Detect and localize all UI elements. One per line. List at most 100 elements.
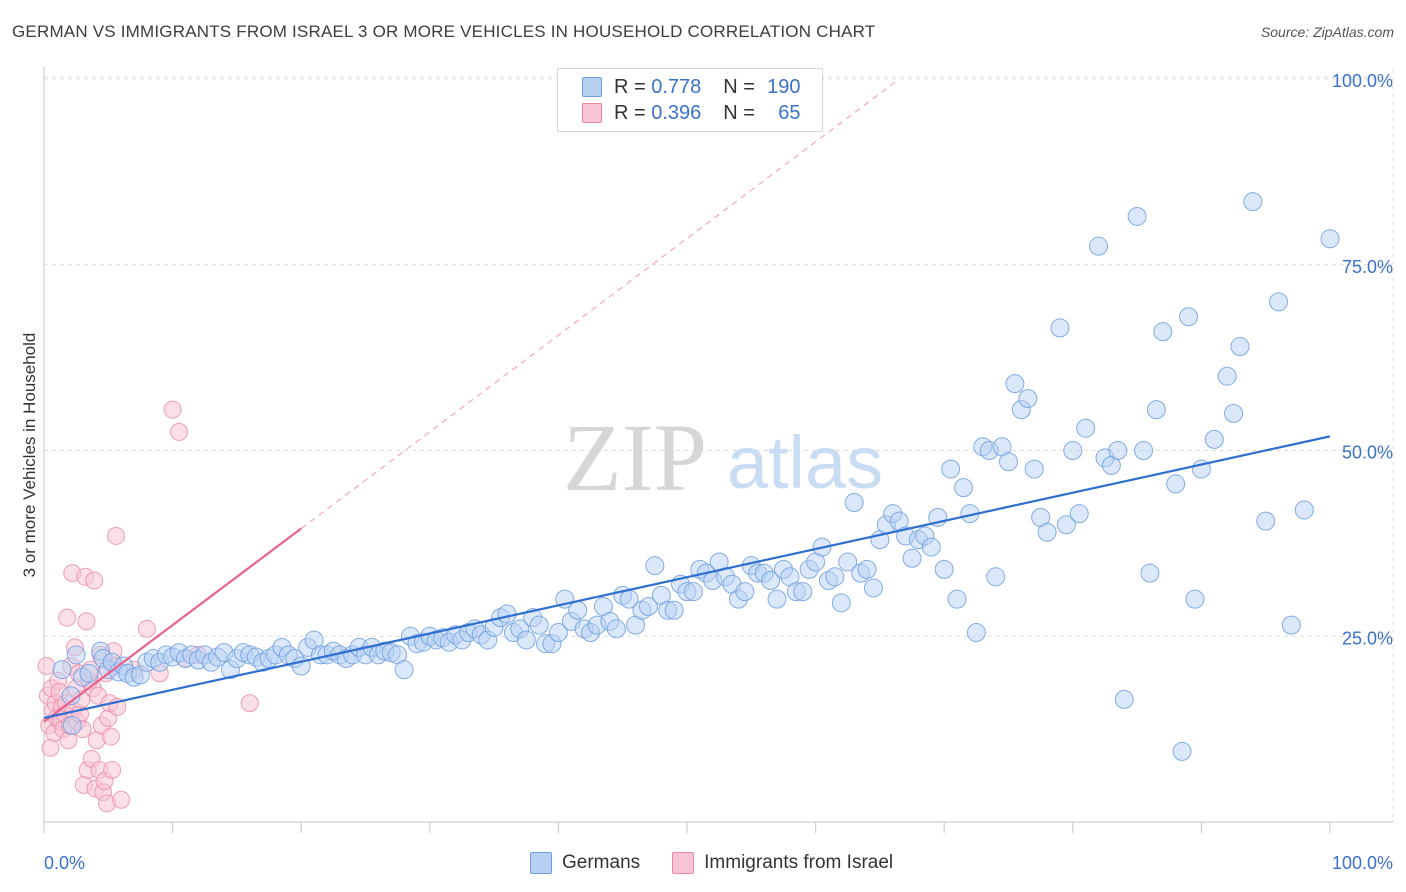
data-point-germans xyxy=(947,589,967,609)
data-point-germans xyxy=(645,556,665,576)
data-point-germans xyxy=(1050,318,1070,338)
legend-swatch-pink xyxy=(582,103,602,123)
data-point-germans xyxy=(1146,400,1166,420)
data-point-germans xyxy=(548,623,568,643)
data-point-germans xyxy=(844,493,864,513)
data-point-germans xyxy=(863,578,883,598)
data-point-israel xyxy=(103,760,122,779)
data-point-germans xyxy=(79,663,99,683)
data-point-germans xyxy=(761,571,781,591)
data-point-germans xyxy=(52,660,72,680)
r-value: 0.396 xyxy=(651,101,702,124)
data-point-germans xyxy=(606,619,626,639)
data-point-israel xyxy=(77,612,96,631)
data-point-germans xyxy=(1294,500,1314,520)
data-point-israel xyxy=(240,694,259,713)
series-legend: Germans Immigrants from Israel xyxy=(530,852,925,874)
data-point-germans xyxy=(1076,418,1096,438)
data-point-germans xyxy=(1172,741,1192,761)
data-point-germans xyxy=(941,459,961,479)
data-point-germans xyxy=(529,615,549,635)
data-point-germans xyxy=(1089,236,1109,256)
r-value: 0.778 xyxy=(651,75,702,98)
data-point-israel xyxy=(107,526,126,545)
data-point-germans xyxy=(838,552,858,572)
legend-swatch-blue xyxy=(530,852,552,874)
data-point-israel xyxy=(41,738,60,757)
data-point-germans xyxy=(1127,206,1147,226)
data-point-germans xyxy=(516,630,536,650)
trend-extension-israel xyxy=(300,78,900,529)
series-germans-points xyxy=(52,192,1340,761)
legend-swatch-pink xyxy=(672,852,695,874)
y-axis-label: 3 or more Vehicles in Household xyxy=(20,332,39,578)
y-tick-label: 25.0% xyxy=(1342,628,1393,648)
data-point-germans xyxy=(1185,589,1205,609)
data-point-germans xyxy=(1005,374,1025,394)
stats-legend: R = 0.778 N = 190 R = 0.396 N = 65 xyxy=(557,68,823,132)
trend-lines xyxy=(43,78,1331,723)
data-point-germans xyxy=(999,452,1018,472)
series-israel-points xyxy=(37,400,259,813)
data-point-germans xyxy=(1179,307,1199,327)
data-point-germans xyxy=(497,604,517,624)
data-point-germans xyxy=(793,582,813,602)
data-point-germans xyxy=(1320,229,1340,249)
data-point-germans xyxy=(638,597,658,617)
y-tick-label: 100.0% xyxy=(1332,71,1393,91)
data-point-israel xyxy=(85,571,104,590)
data-point-israel xyxy=(101,727,120,746)
data-point-germans xyxy=(394,660,414,680)
legend-item-germans[interactable]: Germans xyxy=(530,852,640,874)
data-point-germans xyxy=(767,589,787,609)
legend-label-germans: Germans xyxy=(562,852,641,873)
data-point-germans xyxy=(1217,366,1237,386)
legend-item-israel[interactable]: Immigrants from Israel xyxy=(672,852,893,874)
data-point-germans xyxy=(1230,336,1250,356)
n-value: 190 xyxy=(767,75,801,98)
legend-row-israel: R = 0.396 N = 65 xyxy=(582,100,801,126)
data-point-germans xyxy=(1269,292,1289,312)
data-point-germans xyxy=(1114,689,1134,709)
data-point-germans xyxy=(683,582,703,602)
r-label: R = xyxy=(614,75,652,98)
watermark-atlas: atlas xyxy=(727,421,883,504)
data-point-germans xyxy=(1243,192,1263,212)
trend-line-germans xyxy=(43,435,1331,720)
data-point-germans xyxy=(735,582,755,602)
data-point-germans xyxy=(62,715,82,735)
legend-swatch-blue xyxy=(582,77,602,97)
data-point-israel xyxy=(37,656,56,675)
data-point-germans xyxy=(568,600,588,620)
data-point-germans xyxy=(921,537,941,557)
data-point-israel xyxy=(58,608,77,627)
data-point-israel xyxy=(137,619,156,638)
data-point-germans xyxy=(1281,615,1301,635)
source-label: Source: ZipAtlas.com xyxy=(1260,24,1394,40)
data-point-germans xyxy=(1140,563,1160,583)
chart-title: GERMAN VS IMMIGRANTS FROM ISRAEL 3 OR MO… xyxy=(12,22,876,41)
data-point-germans xyxy=(1056,515,1076,535)
data-point-germans xyxy=(664,600,684,620)
y-tick-label: 50.0% xyxy=(1342,443,1393,463)
data-point-germans xyxy=(986,567,1006,587)
data-point-germans xyxy=(1134,441,1154,460)
n-label: N = xyxy=(723,75,761,98)
data-point-germans xyxy=(1037,522,1057,542)
x-tick-label: 100.0% xyxy=(1332,853,1393,873)
data-point-germans xyxy=(1018,388,1038,408)
data-point-germans xyxy=(1153,322,1173,342)
legend-row-germans: R = 0.778 N = 190 xyxy=(582,74,801,100)
data-point-germans xyxy=(953,478,973,498)
data-point-germans xyxy=(825,567,845,587)
data-point-israel xyxy=(112,790,131,809)
n-value: 65 xyxy=(778,101,801,124)
data-point-germans xyxy=(902,548,922,568)
trend-line-israel xyxy=(43,527,302,723)
data-point-germans xyxy=(1224,403,1244,423)
watermark-zip: ZIP xyxy=(563,404,707,511)
r-label: R = xyxy=(614,101,652,124)
data-point-germans xyxy=(857,559,877,579)
data-point-germans xyxy=(1108,441,1128,460)
